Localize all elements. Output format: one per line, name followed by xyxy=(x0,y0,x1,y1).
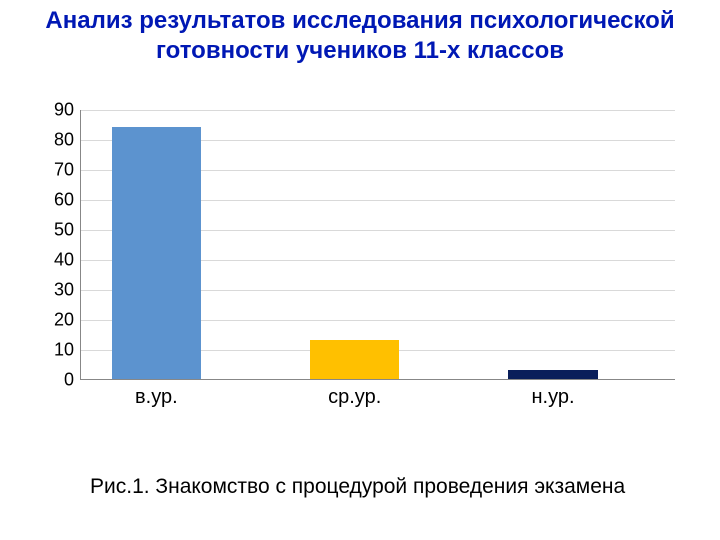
y-tick-label: 80 xyxy=(40,130,74,151)
y-tick-label: 70 xyxy=(40,160,74,181)
bar xyxy=(310,340,399,379)
y-tick-label: 40 xyxy=(40,250,74,271)
grid-line xyxy=(81,110,675,111)
plot-area: в.ур.ср.ур.н.ур. xyxy=(80,110,675,380)
y-tick-label: 60 xyxy=(40,190,74,211)
y-tick-label: 10 xyxy=(40,340,74,361)
page-title: Анализ результатов исследования психолог… xyxy=(0,0,720,66)
bar xyxy=(508,370,597,379)
x-tick-label: ср.ур. xyxy=(328,386,381,409)
x-tick-label: в.ур. xyxy=(135,386,178,409)
y-tick-label: 90 xyxy=(40,100,74,121)
bar xyxy=(112,127,201,379)
slide: Анализ результатов исследования психолог… xyxy=(0,0,720,540)
y-tick-label: 50 xyxy=(40,220,74,241)
x-tick-label: н.ур. xyxy=(532,386,575,409)
y-tick-label: 20 xyxy=(40,310,74,331)
y-axis: 0102030405060708090 xyxy=(40,110,80,400)
y-tick-label: 30 xyxy=(40,280,74,301)
y-tick-label: 0 xyxy=(40,370,74,391)
figure-caption: Рис.1. Знакомство с процедурой проведени… xyxy=(90,475,625,499)
bar-chart: 0102030405060708090 в.ур.ср.ур.н.ур. xyxy=(40,110,680,400)
